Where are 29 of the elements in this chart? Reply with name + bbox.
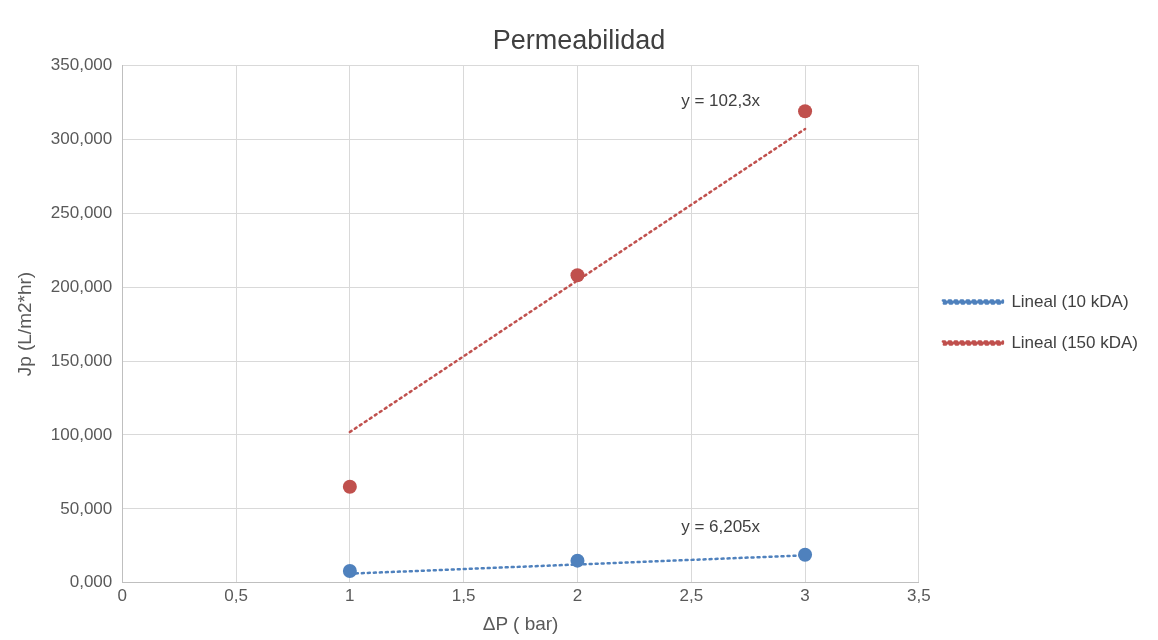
point: [798, 547, 813, 562]
y-tick-label: 200,000: [50, 276, 113, 296]
annotation: y = 102,3x: [681, 90, 761, 110]
x-axis-title: ΔP ( bar): [482, 612, 559, 634]
y-tick-label: 0,000: [69, 572, 113, 592]
x-tick-label: 2,5: [679, 585, 704, 605]
x-tick-label: 1,5: [451, 585, 476, 605]
point: [342, 563, 357, 578]
x-tick-label: 0: [117, 585, 127, 605]
chart-title: Permeabilidad: [492, 24, 666, 55]
y-tick-label: 100,000: [50, 424, 113, 444]
x-tick-label: 2: [572, 585, 583, 605]
y-tick-label: 50,000: [60, 498, 113, 518]
annotation: y = 6,205x: [681, 516, 761, 536]
y-tick-label: 300,000: [50, 129, 113, 148]
point: [570, 268, 585, 283]
y-tick-label: 250,000: [50, 202, 113, 222]
legend-label: Lineal (150 kDA): [1011, 332, 1138, 352]
x-tick-label: 1: [345, 585, 355, 605]
point: [570, 553, 585, 568]
x-tick-label: 3: [800, 585, 810, 605]
y-tick-label: 350,000: [50, 55, 113, 75]
point: [798, 104, 813, 119]
y-axis-title: Jp (L/m2*hr): [13, 271, 35, 377]
point: [342, 479, 357, 494]
x-tick-label: 0,5: [224, 585, 248, 605]
y-tick-label: 150,000: [50, 350, 113, 370]
legend-label: Lineal (10 kDA): [1011, 291, 1129, 311]
x-tick-label: 3,5: [907, 585, 931, 605]
